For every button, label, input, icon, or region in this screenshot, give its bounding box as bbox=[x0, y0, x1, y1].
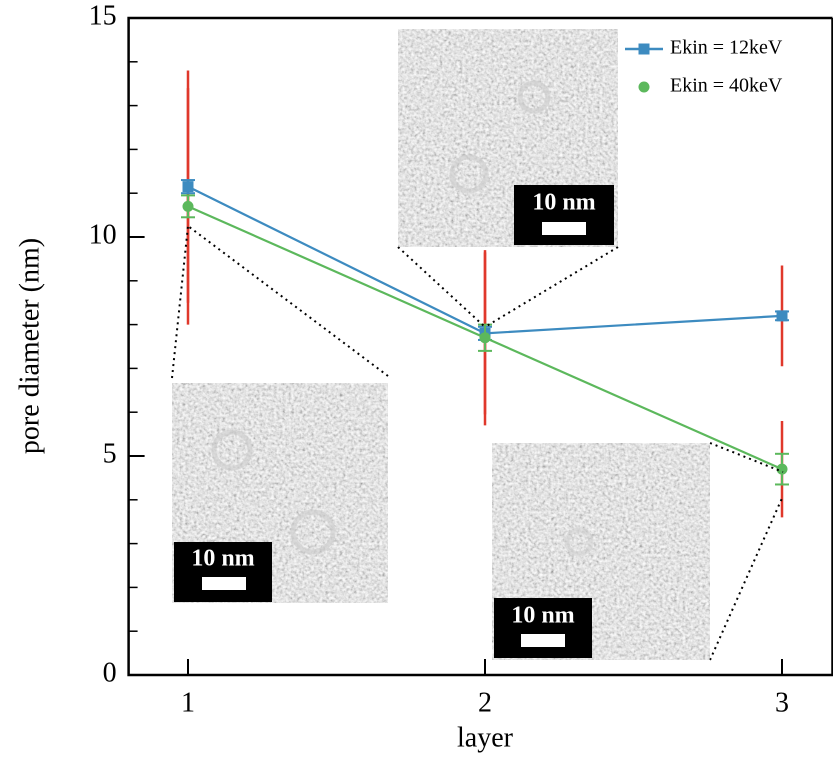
x-axis-label: layer bbox=[457, 722, 514, 753]
pore bbox=[517, 80, 551, 114]
marker bbox=[182, 200, 194, 212]
marker bbox=[479, 332, 491, 344]
marker bbox=[776, 463, 788, 475]
y-tick-label: 0 bbox=[103, 657, 117, 688]
scale-bar bbox=[202, 577, 246, 590]
pore bbox=[564, 527, 594, 557]
tem-image: 10 nm bbox=[172, 383, 388, 603]
scale-box bbox=[494, 598, 592, 658]
legend-label: Ekin = 40keV bbox=[670, 75, 783, 97]
scale-box bbox=[174, 542, 272, 602]
scale-label: 10 nm bbox=[532, 190, 595, 216]
tem-image: 10 nm bbox=[398, 29, 618, 247]
y-axis-label: pore diameter (nm) bbox=[14, 238, 45, 454]
connector bbox=[187, 225, 389, 377]
legend-marker bbox=[638, 81, 650, 93]
y-tick-label: 5 bbox=[103, 438, 117, 469]
legend-marker bbox=[638, 43, 650, 55]
scale-bar bbox=[542, 222, 586, 235]
connector bbox=[709, 495, 784, 661]
marker bbox=[776, 310, 788, 322]
tem-image: 10 nm bbox=[492, 443, 710, 660]
legend-label: Ekin = 12keV bbox=[670, 37, 783, 59]
connector bbox=[709, 442, 784, 473]
marker bbox=[182, 181, 194, 193]
scale-label: 10 nm bbox=[191, 546, 254, 572]
x-tick-label: 3 bbox=[775, 687, 789, 718]
pore bbox=[211, 429, 253, 471]
y-tick-label: 15 bbox=[89, 0, 117, 31]
scale-label: 10 nm bbox=[511, 603, 574, 629]
y-tick-label: 10 bbox=[89, 219, 117, 250]
connector bbox=[171, 225, 189, 379]
x-tick-label: 1 bbox=[181, 687, 195, 718]
x-tick-label: 2 bbox=[478, 687, 492, 718]
plot-area bbox=[181, 70, 790, 518]
pore bbox=[449, 154, 489, 194]
scale-bar bbox=[521, 634, 565, 647]
pore bbox=[290, 509, 336, 555]
connector bbox=[484, 246, 619, 328]
connector bbox=[397, 246, 486, 328]
inset-connectors bbox=[171, 225, 784, 661]
insets: 10 nm 10 nm 10 nm bbox=[171, 29, 784, 661]
